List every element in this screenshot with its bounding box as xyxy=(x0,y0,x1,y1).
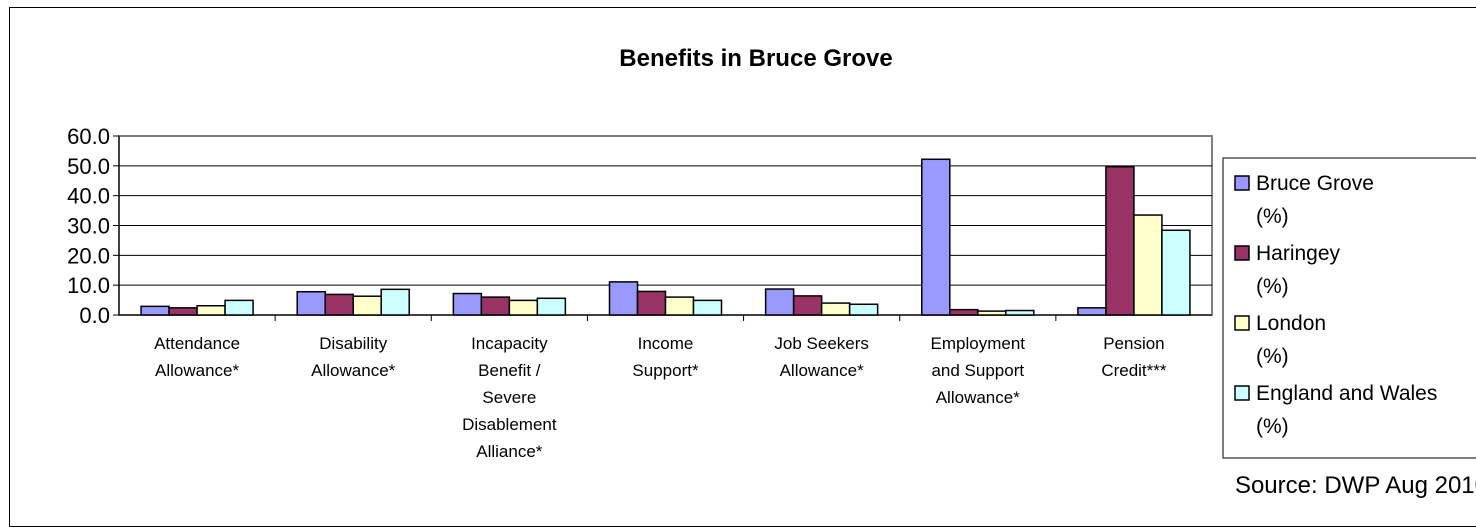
bar-chart: Benefits in Bruce Grove 60.0 50.0 40.0 30.0… xyxy=(67,45,1476,461)
bar xyxy=(1133,214,1163,316)
y-tick-label: 60.0 xyxy=(67,124,110,149)
bar xyxy=(380,288,410,316)
x-tick-label: Incapacity Benefit / Severe Disablement Alli… xyxy=(462,334,557,461)
bar xyxy=(1161,229,1191,316)
legend-label: England and Wales (%) xyxy=(1256,382,1437,438)
bar xyxy=(196,305,226,316)
bar xyxy=(692,299,723,316)
x-tick-label: Attendance Allowance* xyxy=(154,334,240,380)
bar xyxy=(296,290,326,316)
bar xyxy=(508,299,539,316)
bar xyxy=(636,290,667,316)
y-tick-label: 10.0 xyxy=(67,273,110,298)
bar xyxy=(452,292,483,316)
bar xyxy=(949,308,979,316)
bar xyxy=(352,295,382,316)
source-note: Source: DWP Aug 2010 xyxy=(1234,472,1476,499)
x-tick-label: Pension Credit*** xyxy=(1101,334,1167,380)
bar xyxy=(168,307,198,316)
bar xyxy=(224,299,254,316)
bar xyxy=(480,296,511,316)
legend-swatch xyxy=(1234,315,1250,331)
y-tick-label: 20.0 xyxy=(67,243,110,268)
chart-area: Benefits in Bruce Grove 60.0 50.0 40.0 30.0… xyxy=(9,7,1476,527)
bar xyxy=(140,305,170,316)
y-tick-label: 50.0 xyxy=(67,154,110,179)
bar xyxy=(324,293,354,316)
x-tick-label: Job Seekers Allowance* xyxy=(774,334,869,380)
legend-swatch xyxy=(1234,175,1250,191)
chart-title: Benefits in Bruce Grove xyxy=(619,45,892,72)
bar xyxy=(536,297,567,316)
bar xyxy=(1105,165,1135,316)
legend-label: London (%) xyxy=(1256,312,1326,368)
bar xyxy=(664,296,695,316)
legend-label: Haringey (%) xyxy=(1256,242,1341,298)
bar xyxy=(820,302,851,316)
bar xyxy=(764,288,795,316)
x-tick-label: Disability Allowance* xyxy=(311,334,395,380)
bar xyxy=(977,310,1007,316)
y-tick-label: 30.0 xyxy=(67,214,110,239)
x-tick-label: Income Support* xyxy=(632,334,699,380)
bar xyxy=(1005,309,1035,316)
legend-box xyxy=(1222,157,1476,459)
y-tick-label: 0.0 xyxy=(79,303,110,328)
bar xyxy=(792,295,823,316)
x-tick-label: Employment and Support Allowance* xyxy=(931,334,1026,407)
y-tick-label: 40.0 xyxy=(67,184,110,209)
legend-swatch xyxy=(1234,385,1250,401)
legend-swatch xyxy=(1234,245,1250,261)
legend-label: Bruce Grove (%) xyxy=(1256,172,1374,228)
bar xyxy=(1077,307,1107,316)
bar xyxy=(608,281,639,316)
bar xyxy=(921,158,951,316)
bar xyxy=(848,303,879,316)
